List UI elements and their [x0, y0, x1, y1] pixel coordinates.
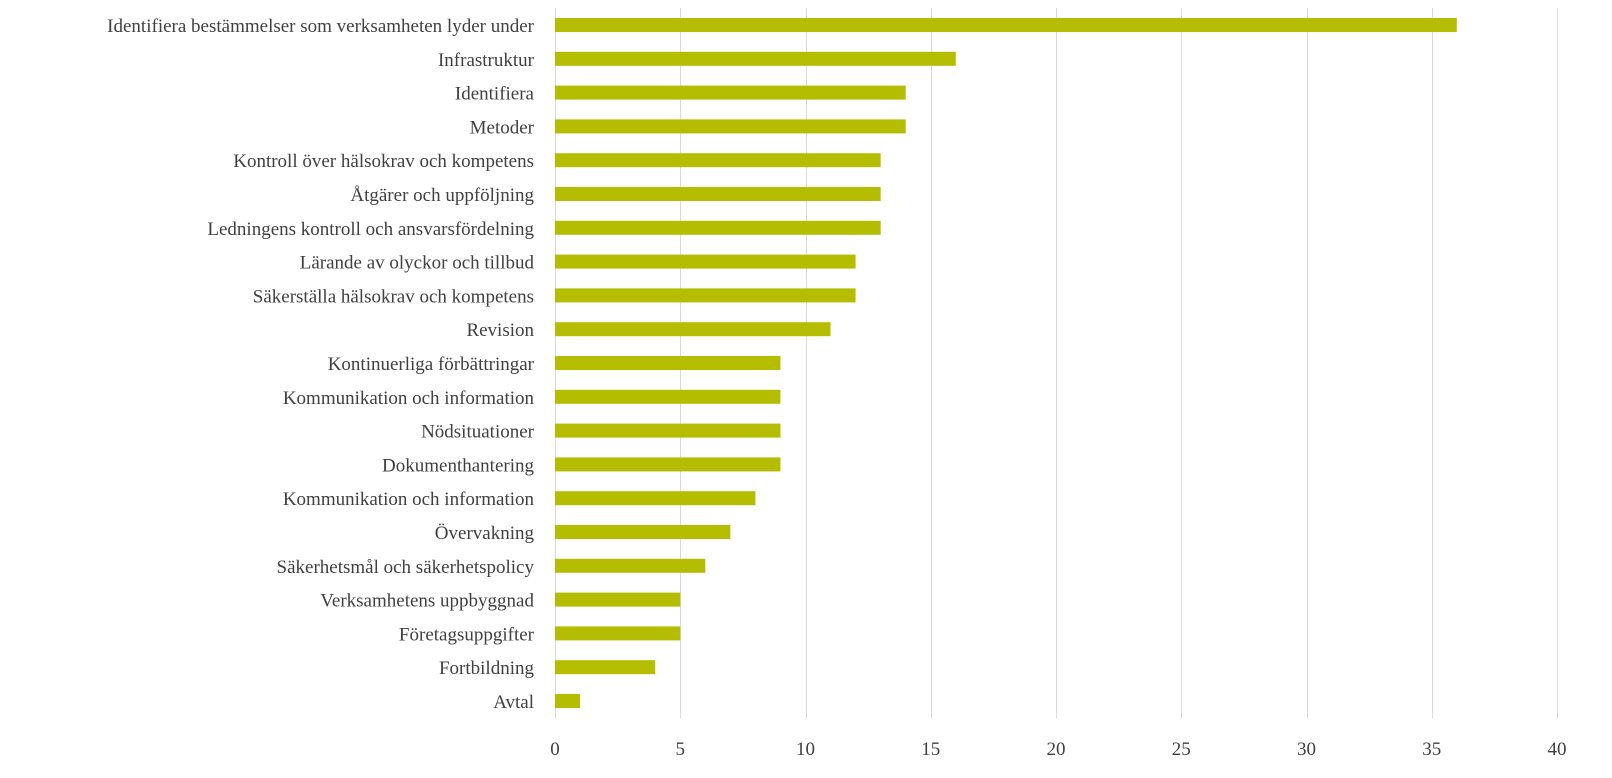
- bar: [555, 51, 956, 66]
- bar: [555, 153, 881, 168]
- category-label: Infrastruktur: [438, 50, 535, 71]
- category-label: Avtal: [493, 692, 534, 713]
- x-tick-label: 40: [1548, 739, 1567, 760]
- category-label: Kontroll över hälsokrav och kompetens: [233, 151, 534, 172]
- x-tick-label: 30: [1297, 739, 1316, 760]
- category-label: Nödsituationer: [421, 422, 535, 443]
- bar: [555, 423, 781, 438]
- bar: [555, 288, 856, 303]
- category-label: Identifiera bestämmelser som verksamhete…: [107, 16, 534, 37]
- category-label: Kommunikation och information: [283, 489, 535, 510]
- bar: [555, 220, 881, 235]
- x-tick-label: 35: [1422, 739, 1441, 760]
- category-label: Kommunikation och information: [283, 388, 535, 409]
- bar: [555, 119, 906, 134]
- bars: [555, 18, 1457, 708]
- category-label: Företagsuppgifter: [399, 624, 535, 645]
- category-label: Dokumenthantering: [382, 455, 534, 476]
- bar: [555, 322, 831, 337]
- bar: [555, 491, 756, 506]
- x-tick-label: 5: [676, 739, 686, 760]
- category-label: Fortbildning: [439, 658, 535, 679]
- x-tick-label: 0: [550, 739, 560, 760]
- bar: [555, 356, 781, 370]
- bar: [555, 525, 731, 539]
- category-label: Metoder: [470, 117, 535, 138]
- bar: [555, 558, 706, 573]
- bar: [555, 18, 1457, 32]
- bar: [555, 85, 906, 100]
- bar: [555, 626, 681, 641]
- category-label: Identifiera: [455, 84, 535, 105]
- category-labels: Identifiera bestämmelser som verksamhete…: [107, 16, 535, 713]
- category-label: Verksamhetens uppbyggnad: [320, 591, 534, 612]
- x-tick-label: 25: [1172, 739, 1191, 760]
- x-tick-label: 15: [921, 739, 940, 760]
- x-tick-label: 20: [1047, 739, 1066, 760]
- bar: [555, 660, 656, 675]
- category-label: Revision: [466, 320, 534, 341]
- bar: [555, 592, 681, 607]
- bar: [555, 694, 581, 708]
- bar: [555, 187, 881, 201]
- x-tick-label: 10: [796, 739, 815, 760]
- category-label: Övervakning: [435, 523, 535, 544]
- bar: [555, 254, 856, 269]
- bar: [555, 389, 781, 404]
- category-label: Ledningens kontroll och ansvarsfördelnin…: [207, 219, 534, 240]
- category-label: Säkerställa hälsokrav och kompetens: [253, 286, 534, 307]
- category-label: Åtgärer och uppföljning: [350, 185, 534, 206]
- category-label: Lärande av olyckor och tillbud: [300, 253, 535, 274]
- category-label: Kontinuerliga förbättringar: [328, 354, 535, 375]
- category-label: Säkerhetsmål och säkerhetspolicy: [277, 557, 535, 578]
- bar: [555, 457, 781, 472]
- x-axis-tick-labels: 0 5 10 15 20 25 30 35 40: [550, 739, 1566, 760]
